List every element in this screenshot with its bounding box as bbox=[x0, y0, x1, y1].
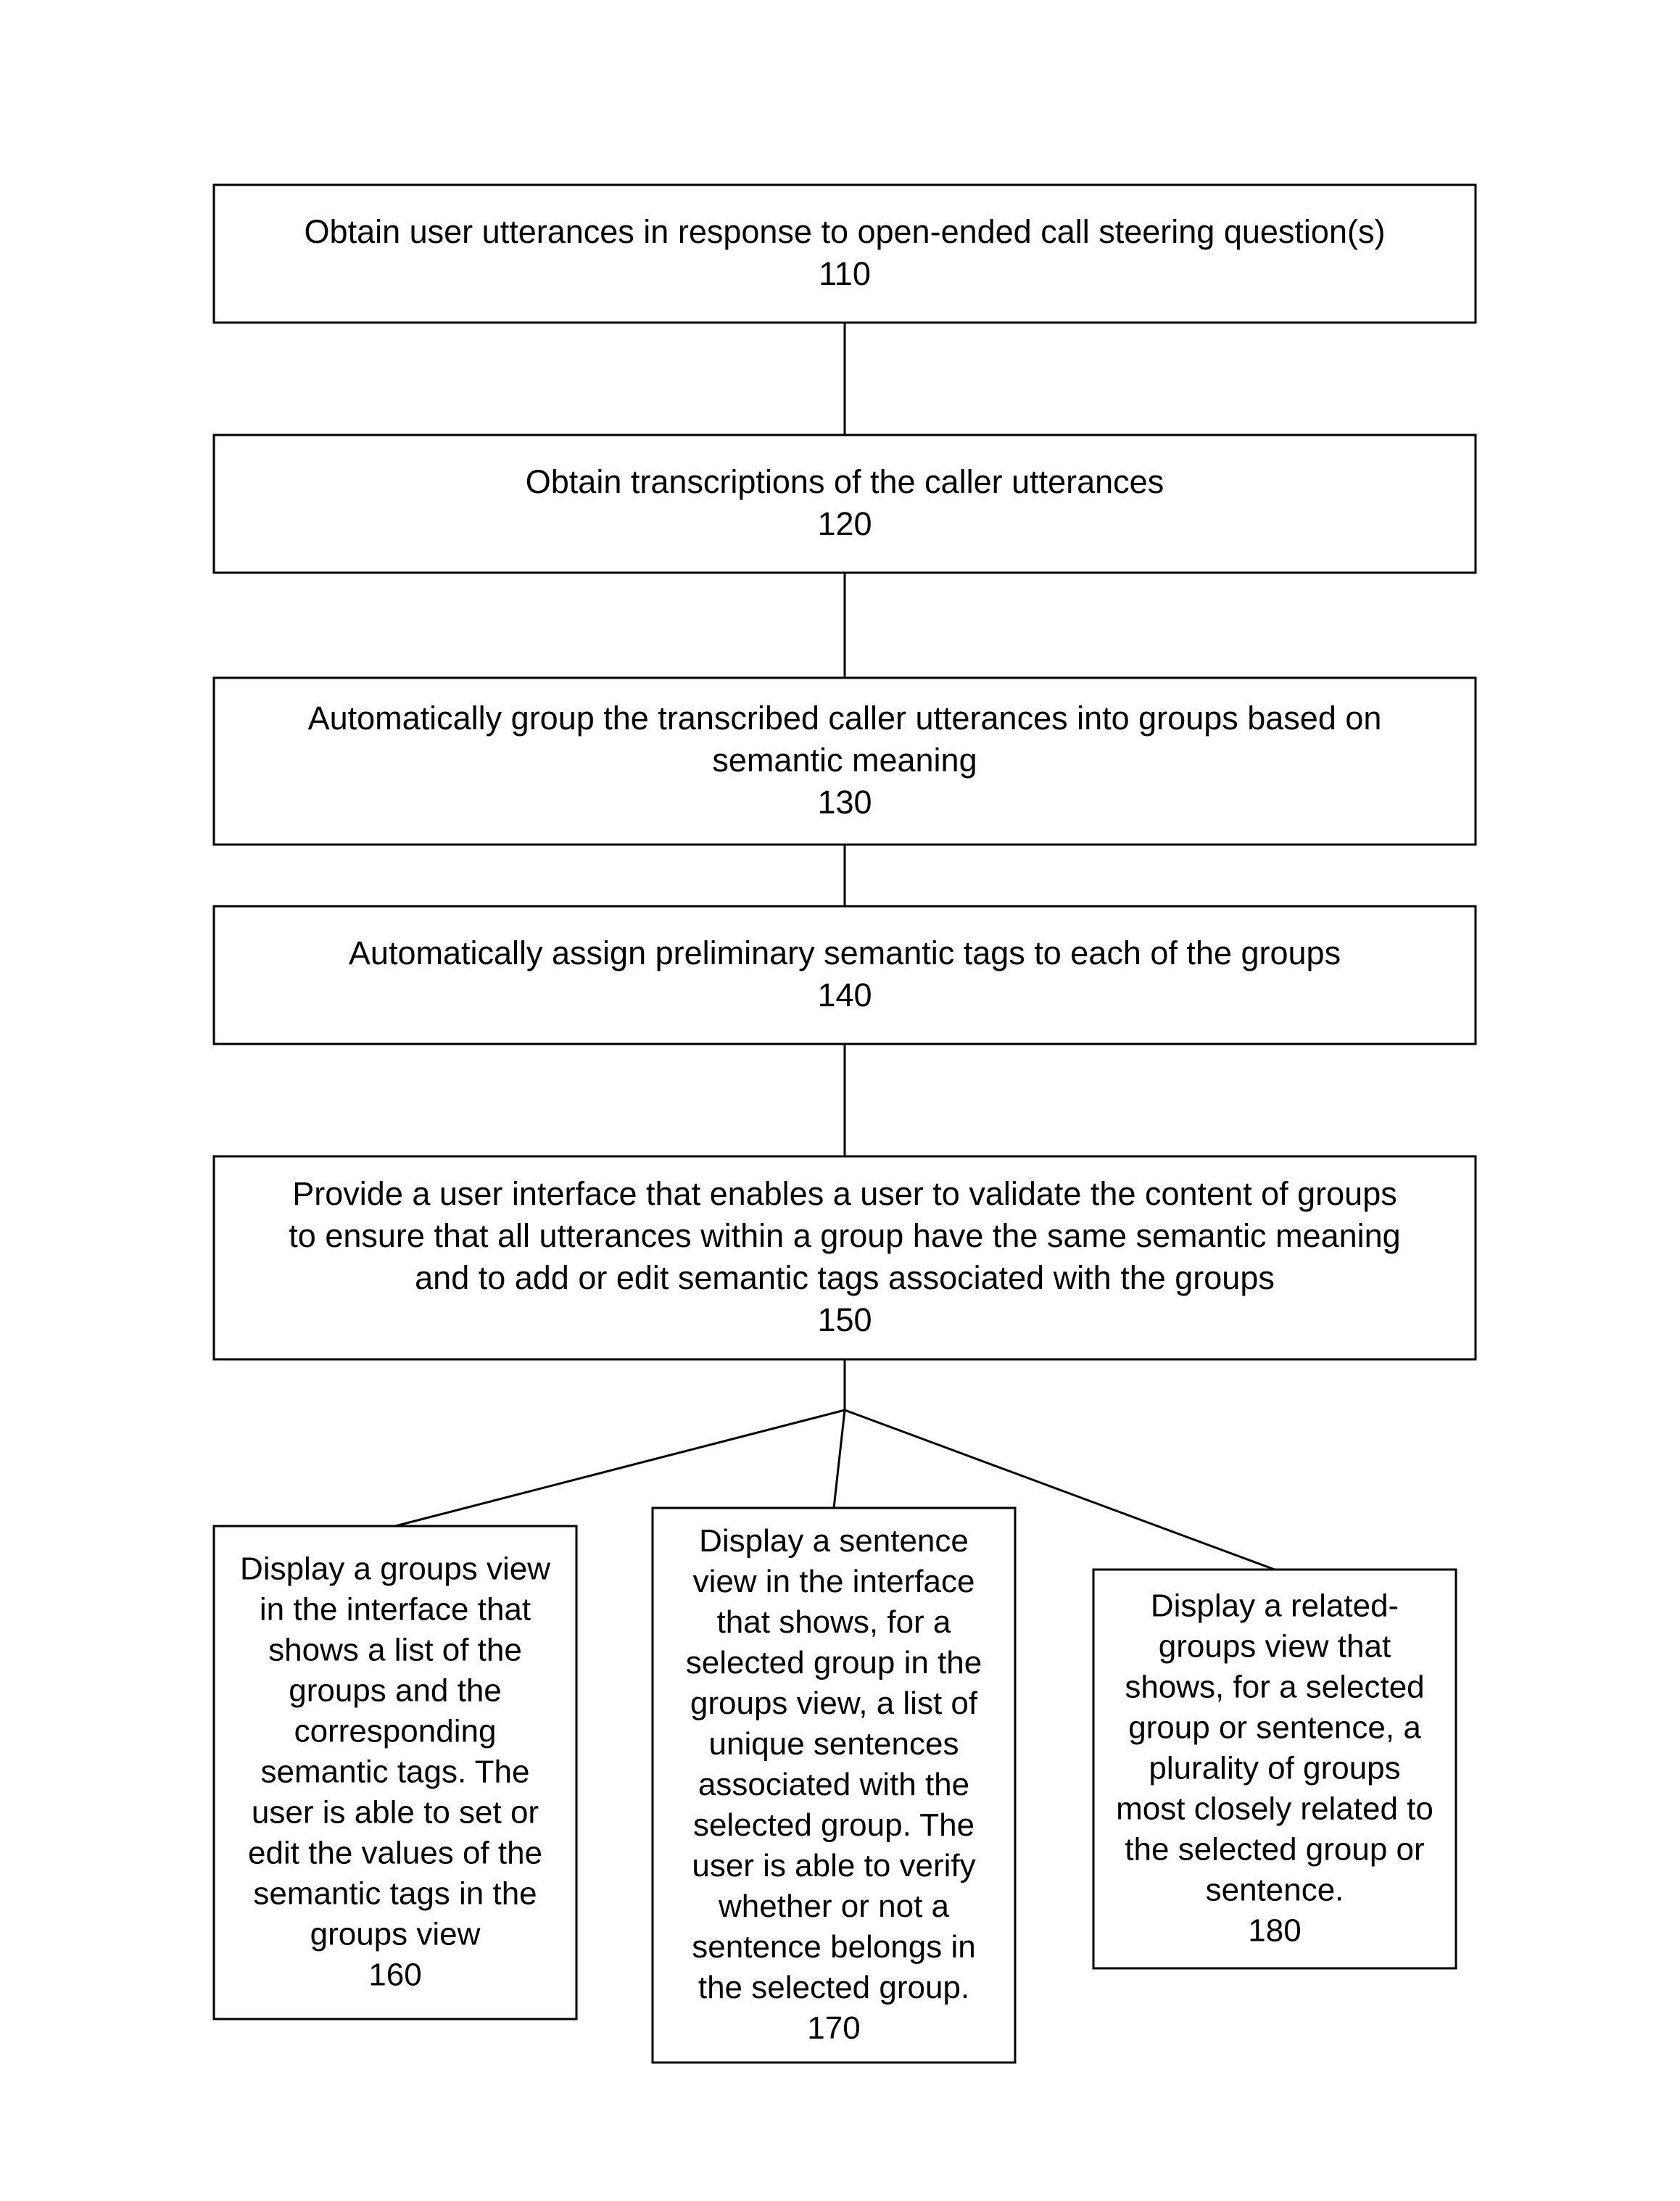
node-text-line: selected group in the bbox=[686, 1645, 982, 1680]
node-text-line: user is able to set or bbox=[252, 1795, 539, 1831]
node-text-line: in the interface that bbox=[260, 1592, 531, 1628]
connector bbox=[834, 1410, 845, 1508]
flow-node-n140: Automatically assign preliminary semanti… bbox=[214, 906, 1476, 1044]
node-text-line: Provide a user interface that enables a … bbox=[292, 1175, 1396, 1212]
node-text-line: shows, for a selected bbox=[1125, 1670, 1424, 1705]
flow-node-n170: Display a sentence view in the interface t… bbox=[653, 1508, 1015, 2063]
node-text-line: shows a list of the bbox=[268, 1633, 522, 1668]
node-text-line: semantic tags in the bbox=[253, 1876, 537, 1912]
flow-node-n150: Provide a user interface that enables a … bbox=[214, 1156, 1476, 1359]
node-text-line: Obtain user utterances in response to op… bbox=[305, 213, 1386, 250]
node-text-line: selected group. The bbox=[693, 1807, 975, 1843]
node-text-line: unique sentences bbox=[709, 1726, 959, 1762]
node-text-line: 160 bbox=[368, 1957, 421, 1993]
node-text-line: Display a related- bbox=[1151, 1588, 1399, 1624]
node-text-line: 130 bbox=[817, 784, 872, 821]
node-box bbox=[214, 906, 1476, 1044]
flow-node-n180: Display a related-groups view that shows,… bbox=[1093, 1570, 1456, 1968]
flow-node-n130: Automatically group the transcribed call… bbox=[214, 678, 1476, 845]
node-text-line: Obtain transcriptions of the caller utte… bbox=[526, 463, 1164, 500]
node-text-line: edit the values of the bbox=[248, 1836, 542, 1871]
node-text-line: and to add or edit semantic tags associa… bbox=[415, 1259, 1275, 1296]
node-text-line: sentence. bbox=[1206, 1873, 1344, 1908]
node-text-line: 180 bbox=[1248, 1913, 1301, 1949]
node-text-line: groups view, a list of bbox=[690, 1686, 978, 1721]
flow-node-n110: Obtain user utterances in response to op… bbox=[214, 185, 1476, 323]
node-text-line: user is able to verify bbox=[692, 1848, 975, 1883]
flow-node-n160: Display a groups view in the interface th… bbox=[214, 1526, 576, 2019]
node-text-line: to ensure that all utterances within a g… bbox=[289, 1217, 1400, 1254]
node-text-line: 120 bbox=[817, 505, 872, 542]
flow-node-n120: Obtain transcriptions of the caller utte… bbox=[214, 435, 1476, 573]
node-text-line: most closely related to bbox=[1116, 1791, 1433, 1827]
node-box bbox=[214, 185, 1476, 323]
flowchart-diagram: Obtain user utterances in response to op… bbox=[0, 0, 1680, 2201]
node-text-line: 140 bbox=[817, 977, 872, 1014]
node-text-line: sentence belongs in bbox=[692, 1929, 975, 1965]
node-text-line: that shows, for a bbox=[717, 1604, 951, 1640]
node-text-line: 150 bbox=[817, 1301, 872, 1338]
node-text-line: groups and the bbox=[289, 1673, 502, 1709]
node-text-line: semantic meaning bbox=[712, 742, 977, 779]
node-box bbox=[214, 435, 1476, 573]
node-text-line: Automatically group the transcribed call… bbox=[308, 700, 1382, 737]
node-text-line: groups view bbox=[310, 1917, 481, 1952]
node-text-line: semantic tags. The bbox=[261, 1754, 530, 1790]
node-text-line: Display a sentence bbox=[699, 1523, 969, 1559]
node-text-line: corresponding bbox=[294, 1714, 497, 1749]
node-text-line: group or sentence, a bbox=[1128, 1710, 1421, 1746]
node-text-line: view in the interface bbox=[693, 1564, 975, 1599]
node-text-line: plurality of groups bbox=[1149, 1751, 1400, 1786]
node-text-line: 110 bbox=[819, 255, 871, 292]
node-text-line: groups view that bbox=[1159, 1629, 1391, 1665]
node-text-line: associated with the bbox=[698, 1767, 969, 1802]
node-text-line: the selected group or bbox=[1125, 1832, 1424, 1868]
node-text-line: Automatically assign preliminary semanti… bbox=[349, 934, 1341, 971]
node-text-line: Display a groups view bbox=[240, 1551, 550, 1587]
node-text-line: whether or not a bbox=[718, 1889, 949, 1924]
node-text-line: the selected group. bbox=[698, 1970, 969, 2005]
node-text-line: 170 bbox=[807, 2010, 860, 2046]
